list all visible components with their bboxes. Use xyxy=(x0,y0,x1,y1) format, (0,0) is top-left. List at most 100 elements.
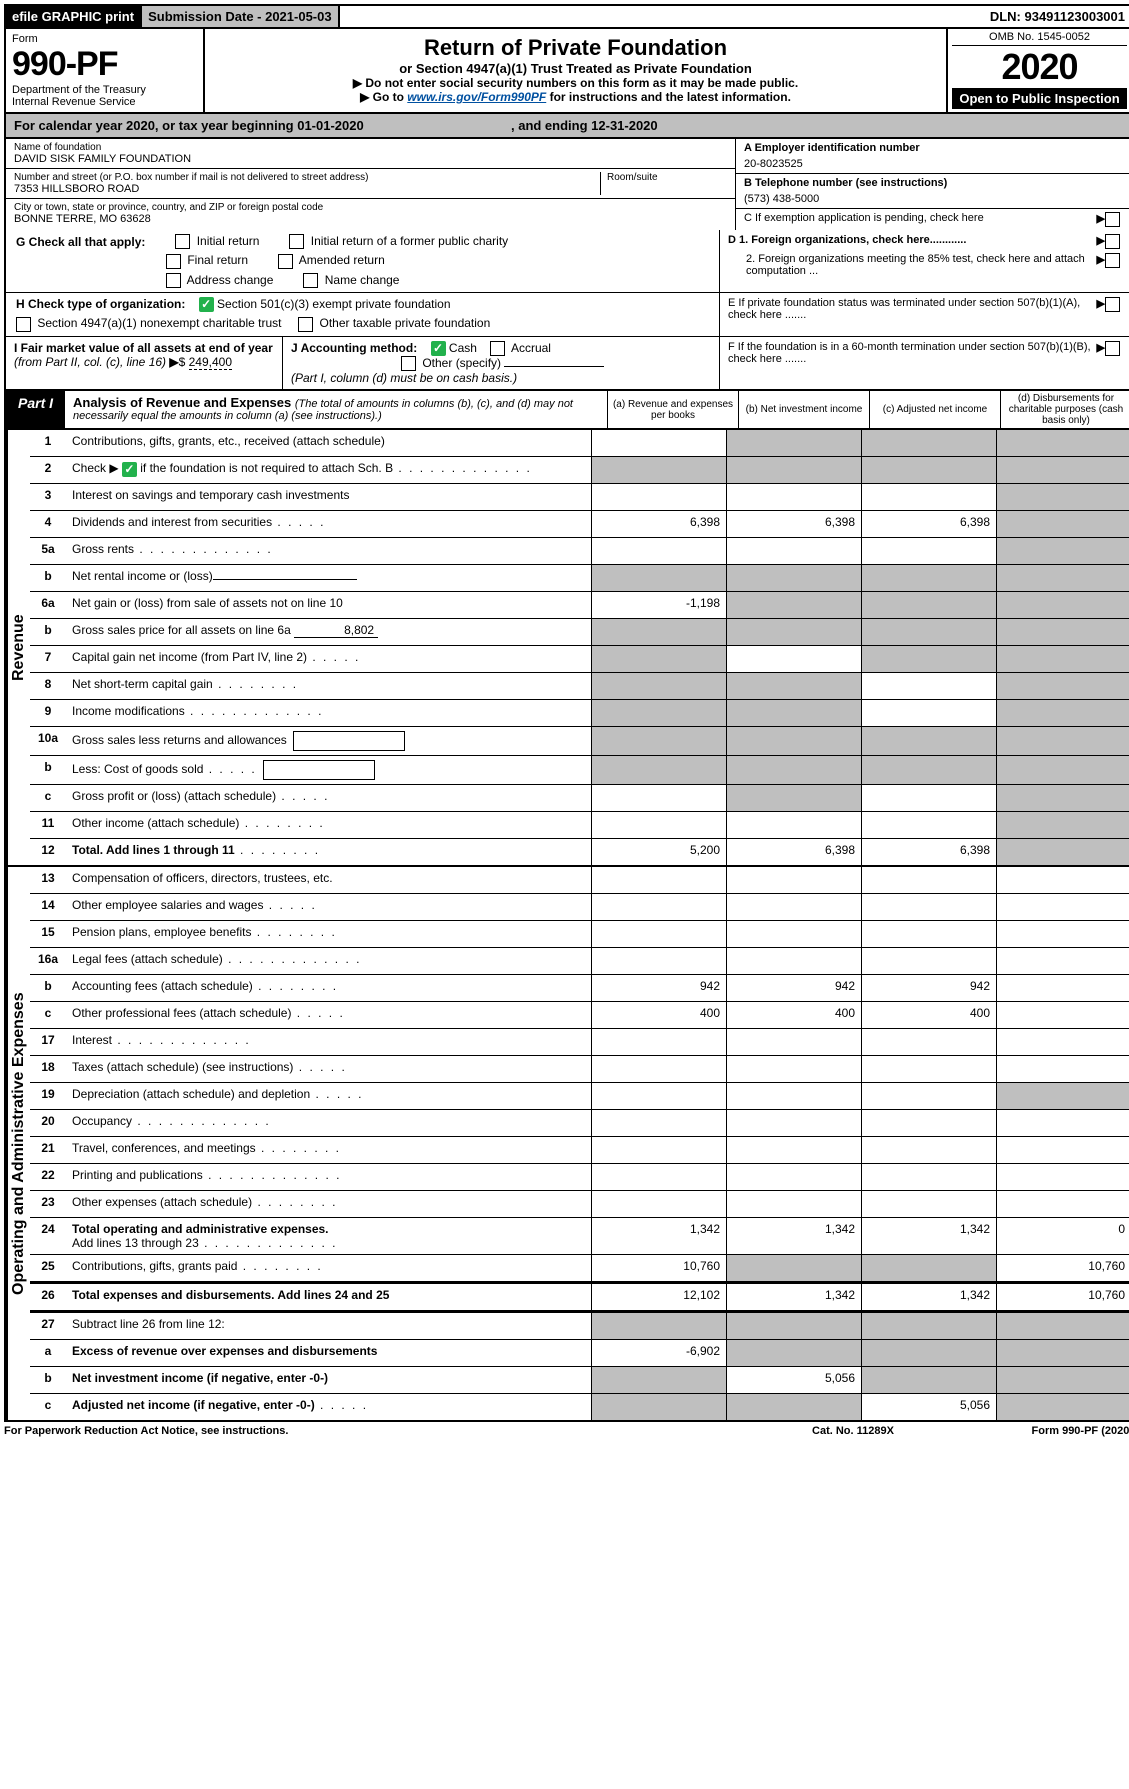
r16c-c: 400 xyxy=(861,1002,996,1028)
col-a-header: (a) Revenue and expenses per books xyxy=(607,391,738,428)
dept-treasury: Department of the Treasury xyxy=(12,84,197,96)
efile-print: efile GRAPHIC print xyxy=(6,6,142,27)
d1-checkbox[interactable] xyxy=(1105,234,1120,249)
r24-b: 1,342 xyxy=(726,1218,861,1254)
section-e: E If private foundation status was termi… xyxy=(719,293,1129,336)
j-cash: Cash xyxy=(449,341,477,355)
h-other-checkbox[interactable] xyxy=(298,317,313,332)
info-grid: Name of foundation DAVID SISK FAMILY FOU… xyxy=(4,139,1129,230)
j-accrual-checkbox[interactable] xyxy=(490,341,505,356)
r24-c: 1,342 xyxy=(861,1218,996,1254)
r24-a: 1,342 xyxy=(591,1218,726,1254)
h-4947: Section 4947(a)(1) nonexempt charitable … xyxy=(37,316,281,330)
j-cash-checkbox[interactable]: ✓ xyxy=(431,341,446,356)
c-label: C If exemption application is pending, c… xyxy=(744,212,1097,227)
r26-b: 1,342 xyxy=(726,1284,861,1310)
r26-c: 1,342 xyxy=(861,1284,996,1310)
r25-a: 10,760 xyxy=(591,1255,726,1281)
g-initial: Initial return xyxy=(197,234,260,248)
r6b-amt: 8,802 xyxy=(294,623,378,638)
calendar-year-line: For calendar year 2020, or tax year begi… xyxy=(4,114,1129,139)
arrow-icon: ▶ xyxy=(1097,253,1105,277)
street-address: 7353 HILLSBORO ROAD xyxy=(14,183,600,195)
d1-label: D 1. Foreign organizations, check here..… xyxy=(728,234,1097,249)
e-label: E If private foundation status was termi… xyxy=(728,297,1097,321)
g-initial-former-checkbox[interactable] xyxy=(289,234,304,249)
irs: Internal Revenue Service xyxy=(12,96,197,108)
arrow-icon: ▶ xyxy=(1097,234,1105,249)
i-label1: I Fair market value of all assets at end… xyxy=(14,341,273,355)
part1-desc: Analysis of Revenue and Expenses (The to… xyxy=(65,391,607,428)
j-other-checkbox[interactable] xyxy=(401,356,416,371)
dln: DLN: 93491123003001 xyxy=(984,6,1129,27)
g-name: Name change xyxy=(325,273,400,287)
arrow-icon: ▶ xyxy=(1097,212,1105,227)
f-checkbox[interactable] xyxy=(1105,341,1120,356)
arrow-icon: ▶ xyxy=(1097,297,1105,321)
d2-checkbox[interactable] xyxy=(1105,253,1120,268)
ein-value: 20-8023525 xyxy=(744,158,1123,170)
ein-label: A Employer identification number xyxy=(744,142,1123,154)
name-label: Name of foundation xyxy=(14,142,727,153)
h-4947-checkbox[interactable] xyxy=(16,317,31,332)
omb-number: OMB No. 1545-0052 xyxy=(952,31,1127,46)
paperwork-notice: For Paperwork Reduction Act Notice, see … xyxy=(4,1425,733,1437)
e-checkbox[interactable] xyxy=(1105,297,1120,312)
note-ssn: ▶ Do not enter social security numbers o… xyxy=(215,76,936,90)
header-right: OMB No. 1545-0052 2020 Open to Public In… xyxy=(946,29,1129,112)
phone-value: (573) 438-5000 xyxy=(744,193,1123,205)
h-label: H Check type of organization: xyxy=(16,297,185,311)
section-i: I Fair market value of all assets at end… xyxy=(6,337,283,390)
part1-header: Part I Analysis of Revenue and Expenses … xyxy=(4,391,1129,430)
r12-b: 6,398 xyxy=(726,839,861,865)
cat-number: Cat. No. 11289X xyxy=(733,1425,973,1437)
tax-year: 2020 xyxy=(952,46,1127,88)
g-final: Final return xyxy=(187,253,248,267)
g-amended-checkbox[interactable] xyxy=(278,254,293,269)
j-other: Other (specify) xyxy=(422,356,501,370)
note-suffix: for instructions and the latest informat… xyxy=(546,90,791,104)
col-c-header: (c) Adjusted net income xyxy=(869,391,1000,428)
j-note: (Part I, column (d) must be on cash basi… xyxy=(291,371,517,385)
year-end: , and ending 12-31-2020 xyxy=(511,118,658,133)
r4-b: 6,398 xyxy=(726,511,861,537)
revenue-table: Revenue 1Contributions, gifts, grants, e… xyxy=(4,430,1129,867)
r24-d: 0 xyxy=(996,1218,1129,1254)
header-center: Return of Private Foundation or Section … xyxy=(205,29,946,112)
g-address-checkbox[interactable] xyxy=(166,273,181,288)
h-other: Other taxable private foundation xyxy=(320,316,491,330)
expenses-side-label: Operating and Administrative Expenses xyxy=(6,867,30,1420)
note-link-line: ▶ Go to www.irs.gov/Form990PF for instru… xyxy=(215,90,936,104)
r4-a: 6,398 xyxy=(591,511,726,537)
r27a-a: -6,902 xyxy=(591,1340,726,1366)
col-d-header: (d) Disbursements for charitable purpose… xyxy=(1000,391,1129,428)
c-checkbox[interactable] xyxy=(1105,212,1120,227)
r2-checkbox[interactable]: ✓ xyxy=(122,462,137,477)
h-501c3-checkbox[interactable]: ✓ xyxy=(199,297,214,312)
i-label2: (from Part II, col. (c), line 16) xyxy=(14,355,169,369)
r16c-b: 400 xyxy=(726,1002,861,1028)
r26-a: 12,102 xyxy=(591,1284,726,1310)
f-label: F If the foundation is in a 60-month ter… xyxy=(728,341,1097,365)
r16b-a: 942 xyxy=(591,975,726,1001)
addr-label: Number and street (or P.O. box number if… xyxy=(14,172,600,183)
section-j: J Accounting method: ✓ Cash Accrual Othe… xyxy=(283,337,719,390)
part1-title: Analysis of Revenue and Expenses xyxy=(73,395,295,410)
year-begin: For calendar year 2020, or tax year begi… xyxy=(14,118,364,133)
section-h: H Check type of organization: ✓ Section … xyxy=(6,293,719,336)
r27c-c: 5,056 xyxy=(861,1394,996,1420)
r16b-b: 942 xyxy=(726,975,861,1001)
phone-label: B Telephone number (see instructions) xyxy=(744,177,1123,189)
r16c-a: 400 xyxy=(591,1002,726,1028)
g-address: Address change xyxy=(187,273,274,287)
g-initial-checkbox[interactable] xyxy=(175,234,190,249)
r12-a: 5,200 xyxy=(591,839,726,865)
note-prefix: ▶ Go to xyxy=(360,90,407,104)
g-final-checkbox[interactable] xyxy=(166,254,181,269)
g-name-checkbox[interactable] xyxy=(303,273,318,288)
r16b-c: 942 xyxy=(861,975,996,1001)
form-ref: Form 990-PF (2020) xyxy=(973,1425,1129,1437)
instructions-link[interactable]: www.irs.gov/Form990PF xyxy=(407,90,546,104)
form-subtitle: or Section 4947(a)(1) Trust Treated as P… xyxy=(215,61,936,76)
r4-c: 6,398 xyxy=(861,511,996,537)
